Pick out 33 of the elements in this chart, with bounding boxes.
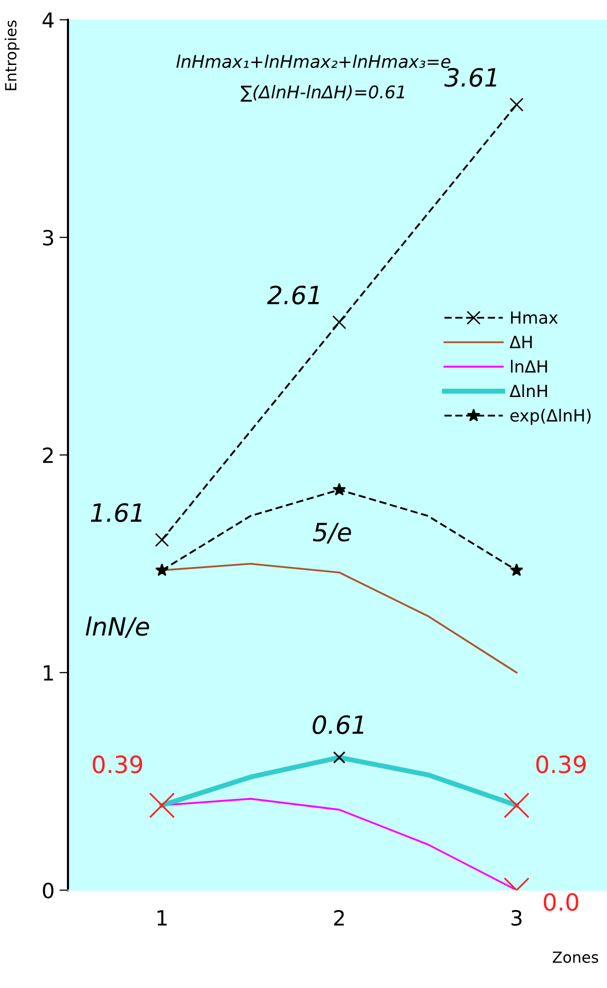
y-tick-label: 2 [43,447,53,463]
y-tick-label: 0 [42,882,54,898]
point [332,315,346,330]
y-tick-label: 4 [42,12,54,28]
legend-label: ΔlnH [510,384,547,397]
data-label: 0.39 [92,755,142,774]
data-label: 2.61 [267,286,319,304]
x-axis-title: Zones [552,952,598,963]
y-tick-label: 1 [44,665,53,680]
point [333,751,346,764]
data-label: 3.61 [444,68,496,87]
annotation: lnN/e [86,616,150,638]
point [510,563,524,576]
data-label: 0.39 [536,755,586,774]
annotation: 5/e [312,522,352,544]
legend-label: ΔH [510,336,532,348]
point [155,532,169,547]
point [155,563,169,576]
y-tick-label: 3 [43,230,54,246]
y-axis-title: Entropies [4,20,20,90]
x-tick-label: 2 [334,910,344,926]
annotation: lnHmax₁+lnHmax₂+lnHmax₃=e [176,54,450,68]
legend-label: lnΔH [511,360,547,373]
legend-label: Hmax [511,311,558,324]
x-tick-label: 1 [158,910,167,926]
point [332,482,346,496]
data-label: 0.61 [312,715,364,734]
data-label: 1.61 [90,503,142,522]
annotation: ∑(ΔlnH-lnΔH)=0.61 [240,85,404,102]
point [510,98,524,112]
legend-label: exp(ΔlnH) [510,408,591,425]
data-label: 0.0 [544,893,578,911]
x-tick-label: 3 [512,910,522,926]
